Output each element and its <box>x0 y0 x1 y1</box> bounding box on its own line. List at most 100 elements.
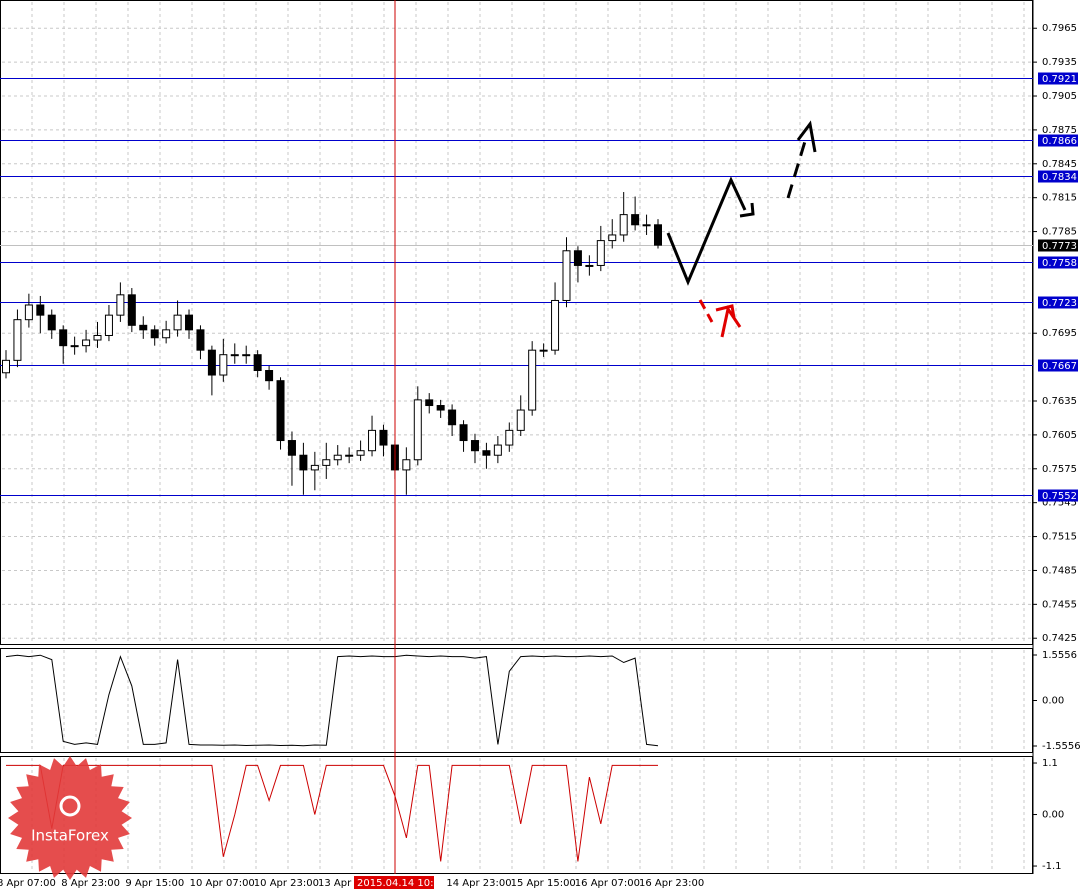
candle-body <box>631 214 640 226</box>
y-tick-label: 0.7785 <box>1042 227 1077 238</box>
x-tick-label: 16 Apr 23:00 <box>639 878 704 889</box>
candle-body <box>162 329 171 339</box>
panel-frame <box>0 756 1033 874</box>
candle-body <box>654 224 662 246</box>
forecast-alt <box>698 299 714 323</box>
y-tick-label: 0.7845 <box>1042 159 1077 170</box>
candle-body <box>207 349 216 376</box>
candle-body <box>379 429 388 446</box>
y-tick-label: 0.7815 <box>1042 193 1077 204</box>
forecast-dashed <box>786 137 808 199</box>
candle-body <box>345 454 354 457</box>
indicator-line <box>6 764 658 862</box>
candle-body <box>642 224 651 227</box>
forecast-arrow <box>796 120 817 153</box>
level-label-box <box>1038 170 1078 183</box>
candle-body <box>539 349 548 352</box>
candle-body <box>82 339 91 347</box>
y-tick-label: -1.5556 <box>1042 741 1080 752</box>
background <box>0 0 1037 874</box>
panel-frame <box>0 648 1033 753</box>
candle-body <box>253 354 262 372</box>
x-tick-label: 10 Apr 23:00 <box>254 878 319 889</box>
candle-body <box>59 329 68 347</box>
candle-body <box>24 304 33 321</box>
candle-body <box>448 409 457 426</box>
y-tick-label: 0.7695 <box>1042 328 1077 339</box>
y-tick-label: 0.7515 <box>1042 532 1077 543</box>
panel-frame <box>0 0 1033 645</box>
logo-text: InstaForex <box>31 827 109 845</box>
forecast-path <box>666 176 747 286</box>
crosshair-label: 2015.04.14 10:00 <box>357 878 446 889</box>
level-label: 0.7834 <box>1042 172 1077 183</box>
candle-body <box>368 429 377 452</box>
candle-body <box>127 294 136 326</box>
y-tick-label: 1.1 <box>1042 758 1058 769</box>
level-label-box <box>1038 256 1078 269</box>
level-label-box <box>1038 296 1078 309</box>
candle-body <box>333 454 342 461</box>
candle-body <box>505 429 514 446</box>
plot <box>2 192 662 862</box>
candle-body <box>619 214 628 236</box>
candle-body <box>310 464 319 471</box>
candle-body <box>516 409 525 431</box>
x-tick-label: 10 Apr 07:00 <box>190 878 255 889</box>
candle-body <box>459 424 468 442</box>
candle-body <box>528 349 537 411</box>
logo-badge <box>8 756 132 880</box>
y-tick-label: 0.7485 <box>1042 565 1077 576</box>
logo-icon <box>59 795 81 817</box>
forecast-alt-arrow <box>715 304 736 319</box>
candle-body <box>482 450 491 456</box>
y-tick-label: 0.7575 <box>1042 464 1077 475</box>
drawings <box>666 120 817 338</box>
candle-body <box>139 324 148 331</box>
forecast-alt-arrow <box>720 305 742 338</box>
level-label-box <box>1038 489 1078 502</box>
y-tick-label: 0.7605 <box>1042 430 1077 441</box>
candle-body <box>173 314 182 331</box>
y-tick-label: 0.7905 <box>1042 91 1077 102</box>
x-tick-label: 15 Apr 15:00 <box>511 878 576 889</box>
candle-body <box>402 459 411 471</box>
crosshair-box <box>354 876 434 889</box>
candle-body <box>413 399 422 461</box>
y-tick-label: 0.7875 <box>1042 125 1077 136</box>
level-label: 0.7667 <box>1042 361 1077 372</box>
candle-body <box>242 354 251 357</box>
candle-body <box>493 444 502 456</box>
last-price-box <box>1038 239 1078 252</box>
y-tick-label: -1.1 <box>1042 861 1062 872</box>
x-tick-label: 13 Apr 15:00 <box>318 878 383 889</box>
candle-body <box>13 319 22 361</box>
level-label: 0.7723 <box>1042 298 1077 309</box>
candle-body <box>299 454 308 471</box>
level-label-box <box>1038 72 1078 85</box>
indicator-line <box>5 654 659 747</box>
level-label-box <box>1038 134 1078 147</box>
candle-body <box>70 345 79 348</box>
candle-body <box>104 314 113 336</box>
candle-body <box>596 240 605 266</box>
forecast-arrow <box>739 202 755 218</box>
x-tick-label: 8 Apr 23:00 <box>61 878 120 889</box>
x-tick-label: 14 Apr 23:00 <box>446 878 511 889</box>
candle-body <box>562 250 571 301</box>
candle-body <box>573 250 582 266</box>
candle-body <box>47 314 56 331</box>
candle-body <box>230 354 239 357</box>
candle-body <box>93 334 102 341</box>
level-label: 0.7758 <box>1042 258 1077 269</box>
x-tick-label: 9 Apr 15:00 <box>125 878 184 889</box>
candle-body <box>36 304 45 316</box>
y-tick-label: 0.00 <box>1042 696 1064 707</box>
y-tick-label: 0.7935 <box>1042 57 1077 68</box>
candle-body <box>287 440 296 456</box>
candle-body <box>265 370 274 382</box>
y-tick-label: 0.7455 <box>1042 599 1077 610</box>
y-tick-label: 0.7545 <box>1042 498 1077 509</box>
